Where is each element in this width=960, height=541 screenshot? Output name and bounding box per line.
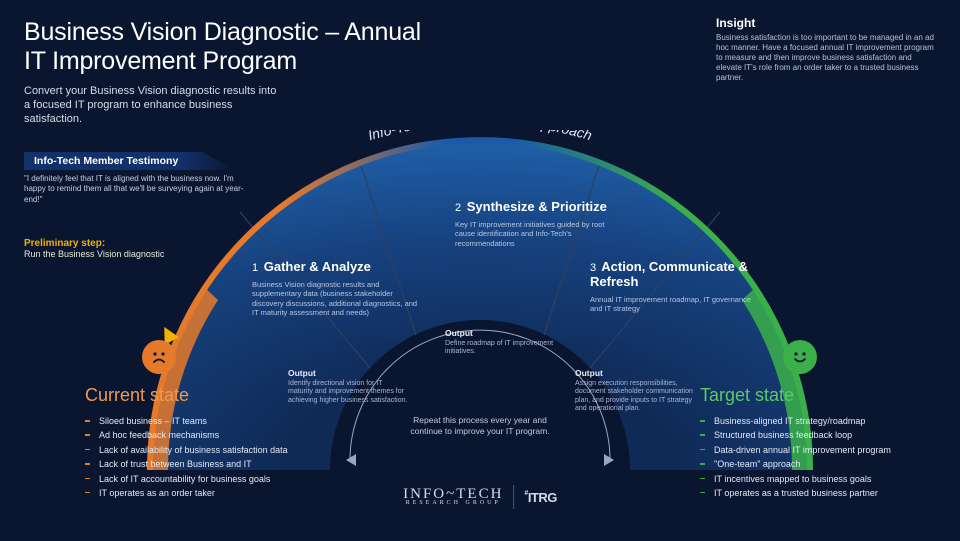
output-3-heading: Output bbox=[575, 368, 705, 378]
list-item: IT operates as a trusted business partne… bbox=[700, 486, 960, 500]
repeat-arrow-left bbox=[346, 454, 356, 466]
output-2: Output Define roadmap of IT improvement … bbox=[445, 328, 565, 357]
list-item: Ad hoc feedback mechanisms bbox=[85, 428, 345, 442]
repeat-arc bbox=[350, 330, 610, 460]
list-item: Structured business feedback loop bbox=[700, 428, 960, 442]
sector-divider-2b bbox=[544, 162, 600, 335]
prelim-body: Run the Business Vision diagnostic bbox=[24, 249, 174, 260]
phase-3: 3 Action, Communicate & Refresh Annual I… bbox=[590, 260, 760, 314]
list-item: IT incentives mapped to business goals bbox=[700, 472, 960, 486]
phase-1-num: 1 bbox=[252, 262, 258, 274]
logo-tag: ITRG bbox=[528, 490, 557, 505]
testimony-body: "I definitely feel that IT is aligned wi… bbox=[24, 174, 244, 205]
prelim-heading: Preliminary step: bbox=[24, 238, 174, 249]
sector-divider-3 bbox=[590, 212, 720, 368]
page-title: Business Vision Diagnostic – Annual IT I… bbox=[24, 18, 444, 76]
preliminary-step: Preliminary step: Run the Business Visio… bbox=[24, 238, 174, 260]
list-item: IT operates as an order taker bbox=[85, 486, 345, 500]
logo-sub-text: RESEARCH GROUP bbox=[403, 501, 503, 506]
repeat-note: Repeat this process every year and conti… bbox=[400, 415, 560, 436]
logo-infotech: INFO~TECH RESEARCH GROUP bbox=[403, 488, 503, 507]
phase-1-title: Gather & Analyze bbox=[264, 259, 371, 274]
approach-label: Info-Tech's Three-Phased Approach bbox=[366, 130, 594, 143]
phase-2-title: Synthesize & Prioritize bbox=[467, 199, 607, 214]
list-item: Lack of IT accountability for business g… bbox=[85, 472, 345, 486]
current-state-heading: Current state bbox=[85, 385, 345, 406]
target-state-list: Business-aligned IT strategy/roadmap Str… bbox=[700, 414, 960, 500]
current-state-list: Siloed business – IT teams Ad hoc feedba… bbox=[85, 414, 345, 500]
current-state: Current state Siloed business – IT teams… bbox=[85, 385, 345, 500]
arc-inner bbox=[330, 320, 630, 470]
phase-3-num: 3 bbox=[590, 262, 596, 274]
phase-1-desc: Business Vision diagnostic results and s… bbox=[252, 280, 422, 318]
phase-1: 1 Gather & Analyze Business Vision diagn… bbox=[252, 260, 422, 317]
sector-divider-2a bbox=[360, 162, 416, 335]
list-item: Data-driven annual IT improvement progra… bbox=[700, 443, 960, 457]
list-item: Business-aligned IT strategy/roadmap bbox=[700, 414, 960, 428]
list-item: "One-team" approach bbox=[700, 457, 960, 471]
list-item: Siloed business – IT teams bbox=[85, 414, 345, 428]
target-state: Target state Business-aligned IT strateg… bbox=[700, 385, 960, 500]
output-1-heading: Output bbox=[288, 368, 408, 378]
testimony-heading: Info-Tech Member Testimony bbox=[24, 152, 234, 170]
phase-2-desc: Key IT improvement initiatives guided by… bbox=[455, 220, 615, 248]
repeat-arrow-right bbox=[604, 454, 614, 466]
insight-heading: Insight bbox=[716, 16, 936, 30]
sector-divider-1 bbox=[240, 212, 370, 368]
insight-body: Business satisfaction is too important t… bbox=[716, 33, 936, 83]
output-2-heading: Output bbox=[445, 328, 565, 338]
logo-divider-icon bbox=[513, 485, 514, 509]
phase-2-num: 2 bbox=[455, 202, 461, 214]
list-item: Lack of availability of business satisfa… bbox=[85, 443, 345, 457]
logo-itrg: #ITRG bbox=[524, 490, 556, 505]
logo-block: INFO~TECH RESEARCH GROUP #ITRG bbox=[403, 485, 557, 509]
page-subtitle: Convert your Business Vision diagnostic … bbox=[24, 84, 284, 127]
insight-block: Insight Business satisfaction is too imp… bbox=[716, 16, 936, 83]
target-state-heading: Target state bbox=[700, 385, 960, 406]
phase-3-title: Action, Communicate & Refresh bbox=[590, 259, 748, 289]
sad-face-icon bbox=[142, 340, 176, 374]
output-2-body: Define roadmap of IT improvement initiat… bbox=[445, 340, 565, 357]
phase-3-desc: Annual IT improvement roadmap, IT govern… bbox=[590, 295, 760, 314]
phase-2: 2 Synthesize & Prioritize Key IT improve… bbox=[455, 200, 615, 248]
needle-icon bbox=[157, 323, 179, 345]
output-3: Output Assign execution responsibilities… bbox=[575, 368, 705, 414]
list-item: Lack of trust between Business and IT bbox=[85, 457, 345, 471]
happy-face-icon bbox=[783, 340, 817, 374]
title-block: Business Vision Diagnostic – Annual IT I… bbox=[24, 18, 444, 126]
testimony-block: Info-Tech Member Testimony "I definitely… bbox=[24, 152, 264, 205]
output-3-body: Assign execution responsibilities, docum… bbox=[575, 380, 705, 414]
